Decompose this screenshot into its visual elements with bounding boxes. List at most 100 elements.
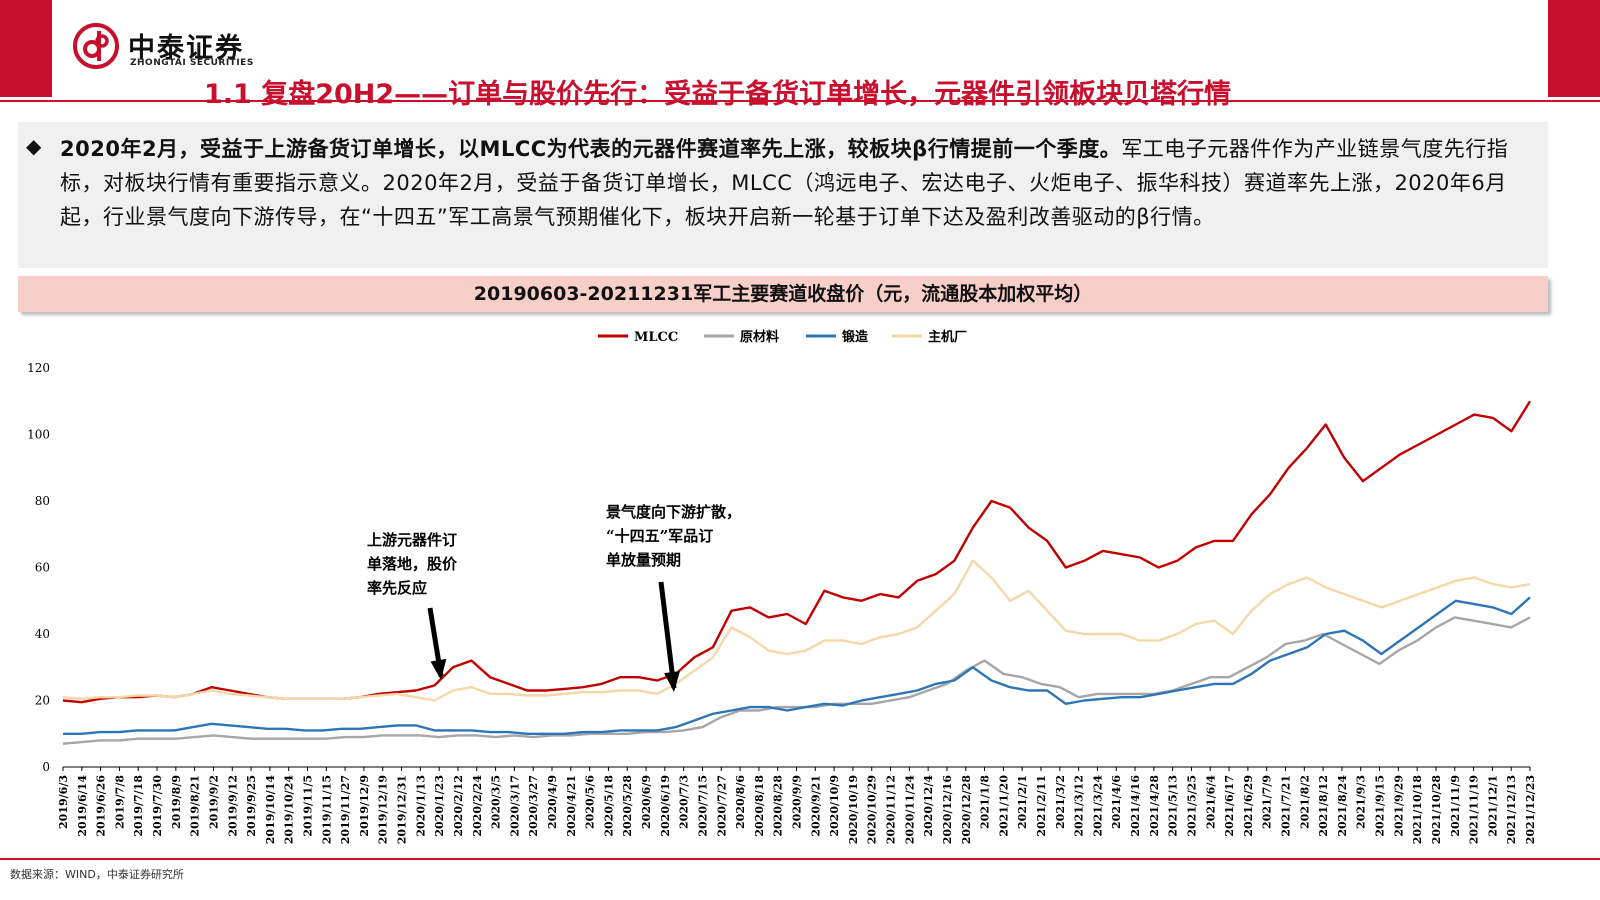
x-tick-label: 2021/9/15 <box>1374 775 1387 837</box>
x-tick-label: 2021/5/13 <box>1167 775 1180 837</box>
x-tick-label: 2021/10/28 <box>1430 775 1443 845</box>
x-tick-label: 2020/9/9 <box>791 775 804 829</box>
x-tick-label: 2021/11/9 <box>1449 775 1462 837</box>
legend-label: 主机厂 <box>928 329 967 345</box>
x-tick-label: 2019/10/24 <box>283 775 296 845</box>
x-tick-label: 2020/2/12 <box>452 775 465 837</box>
x-tick-label: 2021/1/20 <box>997 775 1010 837</box>
legend-label: 原材料 <box>740 329 779 345</box>
x-tick-label: 2021/6/17 <box>1223 775 1236 837</box>
brand-logo-icon <box>73 23 119 69</box>
x-tick-label: 2020/10/29 <box>866 775 879 844</box>
x-tick-label: 2019/9/25 <box>245 775 258 837</box>
y-tick-label: 0 <box>42 760 50 774</box>
page-title: 1.1 复盘20H2——订单与股价先行：受益于备货订单增长，元器件引领板块贝塔行… <box>204 79 1232 110</box>
x-tick-label: 2020/6/19 <box>659 775 672 837</box>
annotation-arrow-2-head <box>664 671 680 692</box>
x-tick-label: 2019/11/15 <box>320 775 333 844</box>
x-tick-label: 2021/9/29 <box>1392 775 1405 837</box>
summary-box <box>18 122 1548 268</box>
x-tick-label: 2019/7/8 <box>113 775 126 829</box>
x-tick-label: 2021/8/12 <box>1317 775 1330 837</box>
brand-name: 中泰证券 <box>128 33 244 64</box>
x-tick-label: 2020/12/16 <box>941 775 954 845</box>
annotation-text: “十四五”军品订 <box>606 527 713 545</box>
x-tick-label: 2021/3/12 <box>1073 775 1086 837</box>
x-tick-label: 2019/7/30 <box>151 775 164 837</box>
y-tick-label: 100 <box>27 428 50 442</box>
x-tick-label: 2019/8/9 <box>170 775 183 829</box>
annotation-arrow-1-head <box>430 658 447 680</box>
x-tick-label: 2021/12/1 <box>1486 775 1499 837</box>
summary-text: 2020年2月，受益于上游备货订单增长，以MLCC为代表的元器件赛道率先上涨，较… <box>60 132 1546 234</box>
x-tick-label: 2019/12/31 <box>396 775 409 844</box>
x-tick-label: 2020/5/6 <box>584 775 597 829</box>
x-tick-label: 2019/9/12 <box>226 775 239 837</box>
x-tick-label: 2021/1/8 <box>979 775 992 829</box>
x-tick-label: 2021/5/25 <box>1185 775 1198 837</box>
x-tick-label: 2019/6/26 <box>95 775 108 837</box>
x-tick-label: 2019/10/14 <box>264 775 277 845</box>
x-tick-label: 2020/3/5 <box>490 775 503 829</box>
x-tick-label: 2021/12/23 <box>1524 775 1537 844</box>
x-tick-label: 2021/4/16 <box>1129 775 1142 837</box>
chart-title-box: 20190603-20211231军工主要赛道收盘价（元，流通股本加权平均） <box>18 276 1548 312</box>
x-tick-label: 2020/4/21 <box>565 775 578 837</box>
x-tick-label: 2019/9/2 <box>207 775 220 829</box>
x-tick-label: 2019/12/19 <box>377 775 390 844</box>
x-tick-label: 2021/9/3 <box>1355 775 1368 829</box>
annotation-text: 率先反应 <box>367 579 427 597</box>
x-tick-label: 2021/2/11 <box>1035 775 1048 837</box>
x-tick-label: 2020/5/18 <box>602 775 615 837</box>
series-line-3 <box>63 596 1531 735</box>
x-tick-label: 2020/10/9 <box>828 775 841 837</box>
x-tick-label: 2021/10/18 <box>1411 775 1424 845</box>
x-tick-label: 2020/7/3 <box>678 775 691 829</box>
x-tick-label: 2019/8/21 <box>189 775 202 837</box>
line-chart: 0 20 40 60 80 100 120 2019/6/3 2019/6/14 2019/6/2… <box>27 329 1537 845</box>
x-tick-label: 2020/2/24 <box>471 775 484 837</box>
x-tick-label: 2020/10/19 <box>847 775 860 844</box>
x-tick-label: 2021/4/28 <box>1148 775 1161 837</box>
x-tick-label: 2021/3/2 <box>1054 775 1067 829</box>
x-tick-label: 2019/6/3 <box>57 775 70 829</box>
x-tick-label: 2021/3/24 <box>1091 775 1104 837</box>
brand-name-en: ZHONGTAI SECURITIES <box>130 58 254 68</box>
footer-divider <box>0 858 1600 860</box>
x-tick-label: 2021/8/2 <box>1298 775 1311 829</box>
x-tick-label: 2020/5/28 <box>621 775 634 837</box>
annotation-text: 单落地，股价 <box>367 555 458 573</box>
legend-label: MLCC <box>634 330 678 345</box>
x-tick-label: 2021/6/4 <box>1204 775 1217 829</box>
x-tick-label: 2021/12/13 <box>1505 775 1518 844</box>
y-tick-label: 120 <box>27 361 50 375</box>
annotation-text: 景气度向下游扩散， <box>606 503 741 521</box>
x-tick-label: 2021/7/9 <box>1261 775 1274 829</box>
x-tick-label: 2020/1/13 <box>414 775 427 837</box>
x-tick-label: 2020/7/27 <box>715 775 728 837</box>
y-tick-label: 40 <box>35 627 50 641</box>
x-tick-label: 2020/3/17 <box>508 775 521 837</box>
x-tick-label: 2020/8/6 <box>734 775 747 829</box>
summary-bold-text: 2020年2月，受益于上游备货订单增长，以MLCC为代表的元器件赛道率先上涨，较… <box>60 137 1122 161</box>
x-tick-label: 2021/6/29 <box>1242 775 1255 837</box>
series-line-1 <box>62 400 1532 704</box>
x-tick-label: 2020/11/12 <box>885 775 898 844</box>
x-tick-label: 2020/8/28 <box>772 775 785 837</box>
x-tick-label: 2020/7/15 <box>696 775 709 837</box>
right-accent-bar <box>1548 0 1600 97</box>
x-tick-label: 2019/11/27 <box>339 775 352 844</box>
series-line-4 <box>62 559 1531 702</box>
x-tick-label: 2019/7/18 <box>132 775 145 837</box>
annotation-arrow-2 <box>658 581 677 689</box>
series-line-2 <box>62 616 1531 745</box>
summary-body-text: 军工电子元器件作为产业链景气度先行指标，对板块行情有重要指示意义。2020年2月… <box>60 137 1509 229</box>
left-accent-bar <box>0 0 52 97</box>
y-tick-label: 80 <box>35 494 50 508</box>
x-tick-label: 2020/12/4 <box>922 775 935 837</box>
x-tick-label: 2020/12/28 <box>960 775 973 845</box>
bullet-diamond-icon: ◆ <box>26 134 42 158</box>
annotation-text: 上游元器件订 <box>367 531 457 549</box>
x-tick-label: 2020/8/18 <box>753 775 766 837</box>
data-source: 数据来源：WIND，中泰证券研究所 <box>10 868 184 881</box>
